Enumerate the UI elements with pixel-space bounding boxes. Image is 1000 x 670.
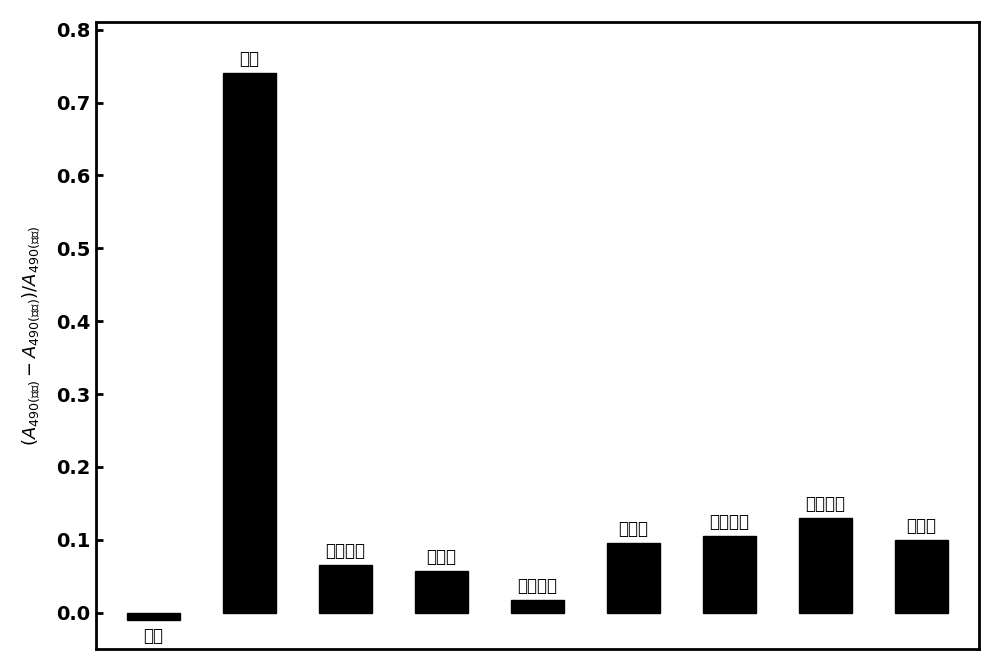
- Bar: [127, 613, 180, 620]
- Bar: [703, 536, 756, 613]
- Bar: [319, 565, 372, 613]
- Bar: [511, 600, 564, 613]
- Bar: [415, 572, 468, 613]
- Text: 杀螺硫磷: 杀螺硫磷: [517, 576, 557, 594]
- Text: 氧化乐果: 氧化乐果: [325, 542, 365, 560]
- Text: 甲拌磷: 甲拌磷: [907, 517, 937, 535]
- Text: 毒死螁: 毒死螁: [426, 548, 456, 566]
- Bar: [895, 540, 948, 613]
- Text: 水胺硫磷: 水胺硫磷: [805, 495, 845, 513]
- Text: 参比: 参比: [143, 626, 163, 645]
- Text: 亚胺硫磷: 亚胺硫磷: [709, 513, 749, 531]
- Bar: [799, 518, 852, 613]
- Y-axis label: $(A_{490(加比)}-A_{490(空比)})/A_{490(空比)}$: $(A_{490(加比)}-A_{490(空比)})/A_{490(空比)}$: [21, 226, 42, 446]
- Text: 乐果: 乐果: [239, 50, 259, 68]
- Text: 对硫磷: 对硫磷: [618, 521, 648, 539]
- Bar: [223, 73, 276, 613]
- Bar: [607, 543, 660, 613]
